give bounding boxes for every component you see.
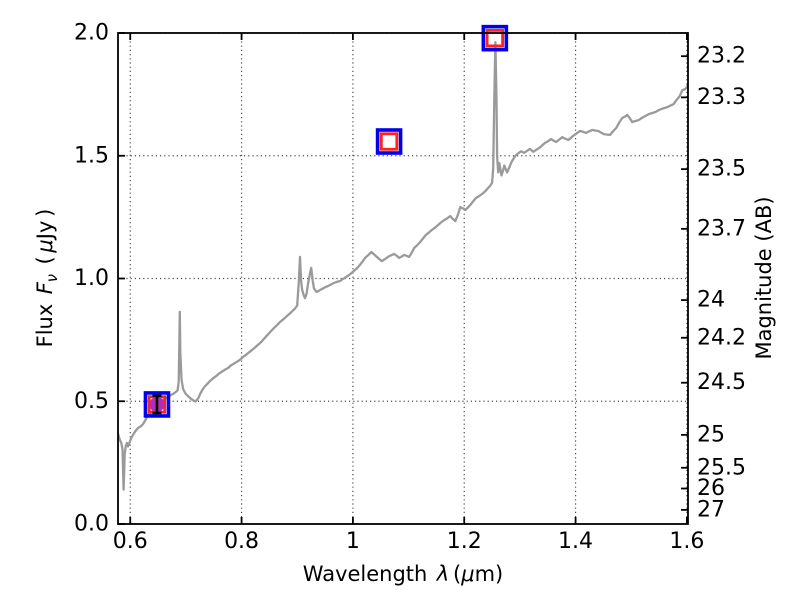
- y-tick-label-right: 24.2: [697, 325, 746, 350]
- plot-area-border: [117, 32, 689, 525]
- y-axis-label-left: FluxFν(μJy): [32, 208, 62, 348]
- y-tick-label-left: 0.5: [74, 389, 109, 414]
- x-tick-label: 1.6: [669, 529, 704, 554]
- x-tick-label: 0.8: [224, 529, 259, 554]
- x-tick-label: 1.4: [558, 529, 593, 554]
- y-tick-label-right: 24.5: [697, 370, 746, 395]
- blue-square-marker: [481, 24, 509, 52]
- red-square-marker: [379, 132, 399, 151]
- y-tick-label-left: 1.0: [74, 266, 109, 291]
- x-tick-label: 1: [346, 529, 360, 554]
- blue-square-marker: [375, 128, 403, 155]
- y-tick-label-right: 23.7: [697, 216, 746, 241]
- blue-square-marker: [143, 391, 171, 418]
- y-tick-label-left: 2.0: [74, 21, 109, 46]
- x-tick-label: 1.2: [447, 529, 482, 554]
- magnitude-label-text: Magnitude (AB): [752, 196, 776, 360]
- mu-symbol: μ: [32, 239, 57, 253]
- y-axis-label-right: Magnitude (AB): [752, 196, 776, 359]
- x-axis-label-text: Wavelength: [302, 562, 428, 586]
- y-tick-label-right: 23.3: [697, 85, 746, 110]
- y-tick-label-right: 24: [697, 288, 725, 313]
- y-tick-label-right: 25.5: [697, 455, 746, 480]
- mu-symbol: μ: [461, 562, 475, 586]
- y-tick-label-right: 23.2: [697, 44, 746, 69]
- galaxy-spectrum-line: [118, 40, 688, 491]
- lambda-symbol: λ: [436, 562, 450, 586]
- flux-symbol: F: [32, 282, 57, 295]
- red-square-marker: [485, 29, 504, 48]
- y-tick-label-right: 25: [697, 422, 725, 447]
- nu-subscript: ν: [44, 273, 62, 283]
- y-tick-label-left: 1.5: [74, 143, 109, 168]
- x-axis-label: Wavelength λ (μm): [302, 562, 504, 586]
- y-tick-label-left: 0.0: [74, 512, 109, 537]
- y-tick-label-right: 27: [697, 497, 725, 522]
- flux-label-text: Flux: [32, 303, 57, 348]
- y-tick-label-right: 26: [697, 476, 725, 501]
- x-tick-label: 0.6: [113, 529, 148, 554]
- y-tick-label-right: 23.5: [697, 157, 746, 182]
